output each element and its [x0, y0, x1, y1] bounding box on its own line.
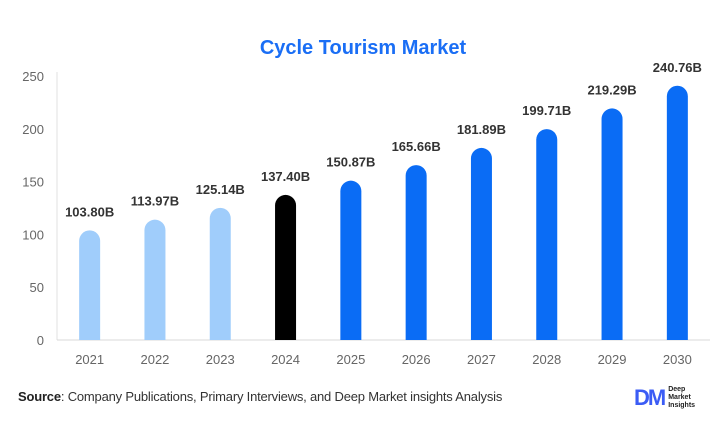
- logo-line: Market: [668, 394, 691, 401]
- y-tick-label: 50: [30, 280, 44, 295]
- y-tick-label: 200: [22, 122, 44, 137]
- bar-2022: [144, 219, 166, 340]
- data-label: 199.71B: [522, 103, 571, 118]
- logo-line: Insights: [668, 402, 696, 409]
- chart-title: Cycle Tourism Market: [259, 37, 467, 59]
- x-tick-label: 2030: [663, 352, 692, 367]
- logo-text: Deep Market Insights: [668, 386, 695, 410]
- bar-2024: [275, 194, 297, 340]
- source-text: : Company Publications, Primary Intervie…: [60, 389, 503, 404]
- x-tick-label: 2024: [271, 352, 300, 367]
- x-tick-label: 2021: [75, 352, 104, 367]
- data-label: 165.66B: [392, 139, 441, 154]
- data-label: 150.87B: [326, 155, 375, 170]
- data-label: 125.14B: [196, 182, 245, 197]
- data-label: 113.97B: [131, 194, 179, 209]
- x-tick-label: 2022: [140, 352, 169, 367]
- source-note: Source: Company Publications, Primary In…: [18, 389, 502, 404]
- logo-mark: DM: [634, 385, 666, 410]
- data-label: 240.76B: [653, 60, 702, 75]
- x-tick-label: 2023: [206, 352, 235, 367]
- x-tick-label: 2025: [336, 352, 365, 367]
- y-tick-label: 250: [22, 69, 44, 84]
- x-tick-label: 2026: [402, 352, 431, 367]
- y-tick-label: 0: [37, 333, 44, 348]
- data-label: 219.29B: [587, 82, 636, 97]
- bar-2027: [470, 147, 492, 340]
- data-label: 181.89B: [457, 122, 506, 137]
- bar-2023: [209, 207, 231, 340]
- data-label: 137.40B: [261, 169, 310, 184]
- bar-2029: [601, 108, 623, 340]
- source-label: Source: [18, 389, 61, 404]
- logo-line: Deep: [668, 386, 686, 393]
- y-tick-label: 100: [22, 227, 44, 242]
- x-tick-label: 2029: [598, 352, 627, 367]
- company-logo: DM Deep Market Insights: [634, 385, 695, 411]
- bar-2026: [405, 165, 427, 340]
- x-tick-label: 2028: [532, 352, 561, 367]
- data-label: 103.80B: [65, 204, 114, 219]
- bar-2028: [536, 129, 558, 340]
- y-tick-label: 150: [22, 175, 44, 190]
- bar-2021: [79, 230, 101, 340]
- bar-2025: [340, 180, 362, 340]
- bar-chart: 0 50 100 150 200 250 103.80B 2021 113.97B 2022 125…: [22, 60, 710, 367]
- x-tick-label: 2027: [467, 352, 496, 367]
- bar-2030: [666, 85, 688, 340]
